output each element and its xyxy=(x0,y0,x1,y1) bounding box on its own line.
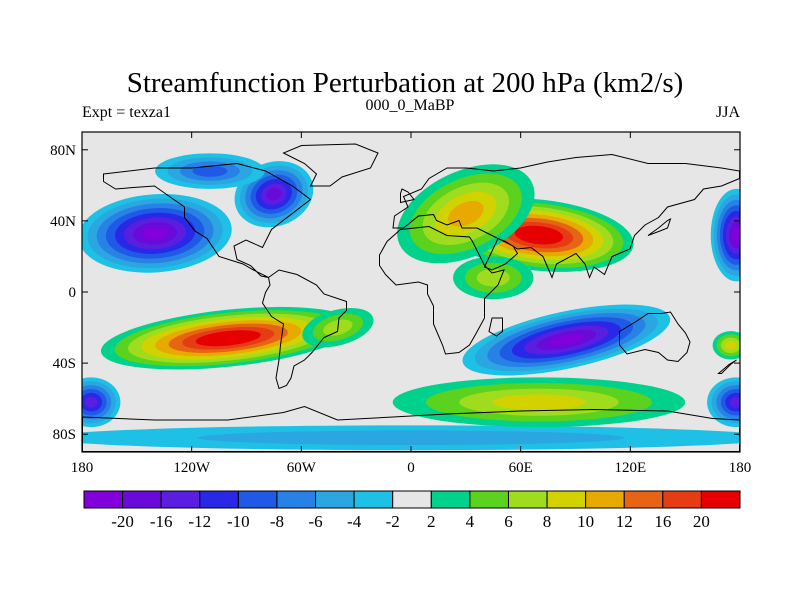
contour-band xyxy=(84,396,98,408)
chart-title: Streamfunction Perturbation at 200 hPa (… xyxy=(127,67,684,99)
colorbar-swatch xyxy=(315,490,355,509)
colorbar-label: 6 xyxy=(504,512,513,531)
colorbar-swatch xyxy=(83,490,124,509)
anomaly-north-pacific-low xyxy=(82,193,232,273)
anomaly-antarctic-ring-low xyxy=(82,425,740,451)
colorbar-label: 12 xyxy=(616,512,633,531)
anomaly-south-pacific-low-east xyxy=(707,377,740,428)
colorbar-label: 2 xyxy=(427,512,436,531)
contour-band xyxy=(142,226,168,240)
colorbar-swatch xyxy=(122,490,162,509)
colorbar-label: -16 xyxy=(150,512,173,531)
colorbar-swatch xyxy=(199,490,239,509)
y-tick-label: 40N xyxy=(50,214,76,230)
colorbar-label: 20 xyxy=(693,512,710,531)
y-tick-label: 40S xyxy=(53,356,76,372)
contour-band xyxy=(524,229,554,241)
coastline-madagascar xyxy=(488,317,503,337)
colorbar-label: -12 xyxy=(188,512,211,531)
anomaly-south-indian-low xyxy=(462,304,671,376)
x-tick-label: 180 xyxy=(729,460,752,476)
contour-band xyxy=(209,333,248,343)
contour-band xyxy=(492,394,586,411)
contour-band xyxy=(197,430,625,446)
anomaly-north-america-low xyxy=(234,161,314,228)
colorbar: -20 -16 -12 -10 -8 -6 -4 -2 2 4 6 8 10 12 16 20 xyxy=(83,490,741,531)
colorbar-swatch xyxy=(585,490,625,509)
colorbar-swatch xyxy=(662,490,702,509)
season-label: JJA xyxy=(716,104,740,121)
contour-band xyxy=(476,268,510,287)
map-area xyxy=(82,132,740,452)
contour-band xyxy=(729,396,740,408)
anomaly-north-atlantic-high xyxy=(397,164,535,264)
anomaly-east-pacific-low xyxy=(710,188,740,282)
colorbar-swatch xyxy=(392,490,432,509)
anomaly-arabia-high xyxy=(453,256,534,300)
colorbar-label: -6 xyxy=(308,512,322,531)
colorbar-label: 4 xyxy=(466,512,475,531)
colorbar-label: 8 xyxy=(543,512,552,531)
x-tick-label: 120W xyxy=(173,460,211,476)
y-tick-label: 0 xyxy=(69,285,77,301)
contour-band xyxy=(266,187,282,201)
anomaly-arctic-canada-low xyxy=(155,153,265,189)
colorbar-label: -10 xyxy=(227,512,250,531)
coastline-africa xyxy=(379,225,505,355)
x-tick-label: 180 xyxy=(71,460,94,476)
contour-band xyxy=(448,200,484,227)
anomaly-southeast-pacific-high xyxy=(100,306,356,370)
contour-band xyxy=(725,340,737,350)
coastline-british-isles xyxy=(400,188,415,204)
coastline-north-america xyxy=(103,162,312,278)
anomaly-south-pacific-low-west xyxy=(82,377,121,428)
colorbar-label: 10 xyxy=(577,512,594,531)
time-label: 000_0_MaBP xyxy=(366,97,455,114)
coastline-south-america xyxy=(261,269,347,390)
coastline-new-zealand xyxy=(717,359,737,374)
anomaly-southern-ocean-high xyxy=(392,377,686,428)
contour-fields xyxy=(82,153,740,451)
y-tick-label: 80S xyxy=(53,427,76,443)
colorbar-label: -2 xyxy=(386,512,400,531)
colorbar-label: -4 xyxy=(347,512,362,531)
coastline-japan xyxy=(647,218,672,236)
colorbar-swatch xyxy=(276,490,317,509)
colorbar-label: 16 xyxy=(654,512,671,531)
coastline-greenland xyxy=(282,143,379,187)
x-tick-label: 60W xyxy=(287,460,317,476)
x-tick-label: 0 xyxy=(407,460,415,476)
coastline-europe-asia xyxy=(392,153,740,279)
colorbar-swatch xyxy=(353,490,394,509)
x-axis: 180 120W 60W 0 60E 120E 180 xyxy=(71,132,752,476)
colorbar-swatch xyxy=(546,490,587,509)
x-tick-label: 120E xyxy=(614,460,646,476)
colorbar-swatch xyxy=(623,490,664,509)
colorbar-swatch xyxy=(237,490,278,509)
x-tick-label: 60E xyxy=(509,460,533,476)
anomaly-east-edge-high xyxy=(712,331,740,360)
colorbar-label: -20 xyxy=(111,512,134,531)
experiment-label: Expt = texza1 xyxy=(82,104,171,121)
colorbar-swatch xyxy=(469,490,509,509)
colorbar-swatch xyxy=(160,490,201,509)
colorbar-swatch xyxy=(507,490,548,509)
colorbar-swatch xyxy=(700,490,741,509)
y-tick-label: 80N xyxy=(50,143,76,159)
colorbar-label: -8 xyxy=(270,512,284,531)
coastline-australia xyxy=(619,311,691,363)
contour-band xyxy=(192,165,228,177)
contour-band xyxy=(549,334,584,346)
colorbar-swatch xyxy=(430,490,471,509)
contour-band xyxy=(732,227,740,243)
y-axis: 80N 40N 0 40S 80S xyxy=(50,143,740,443)
